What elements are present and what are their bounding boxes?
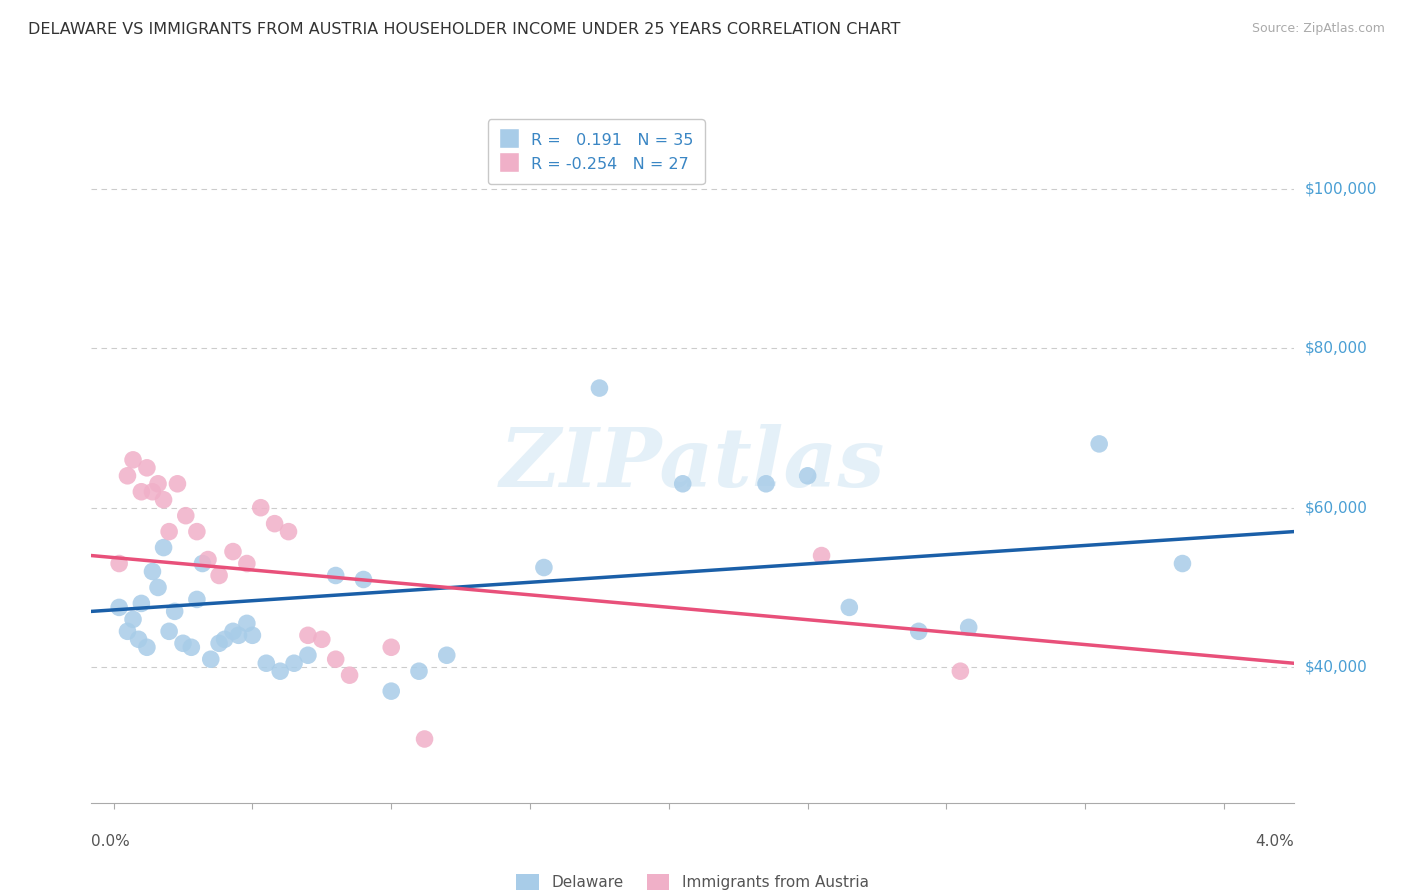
Point: [263, 516, 285, 531]
Point: [186, 524, 208, 539]
Point: [533, 560, 555, 574]
Point: [141, 484, 163, 499]
Point: [141, 565, 163, 579]
Point: [796, 468, 818, 483]
Point: [325, 652, 347, 666]
Point: [283, 657, 305, 671]
Point: [117, 468, 139, 483]
Point: [157, 624, 180, 639]
Point: [297, 648, 319, 663]
Point: [172, 636, 194, 650]
Text: DELAWARE VS IMMIGRANTS FROM AUSTRIA HOUSEHOLDER INCOME UNDER 25 YEARS CORRELATIO: DELAWARE VS IMMIGRANTS FROM AUSTRIA HOUS…: [28, 22, 900, 37]
Point: [117, 624, 139, 639]
Point: [353, 573, 375, 587]
Text: $100,000: $100,000: [1305, 181, 1376, 196]
Point: [186, 592, 208, 607]
Point: [236, 616, 259, 631]
Point: [325, 568, 347, 582]
Point: [228, 628, 250, 642]
Point: [135, 460, 157, 475]
Text: 0.0%: 0.0%: [91, 834, 131, 849]
Point: [208, 636, 231, 650]
Point: [588, 381, 610, 395]
Point: [131, 596, 153, 610]
Point: [152, 492, 174, 507]
Point: [755, 476, 778, 491]
Point: [380, 684, 402, 698]
Text: $80,000: $80,000: [1305, 341, 1368, 356]
Point: [122, 453, 145, 467]
Point: [214, 632, 236, 647]
Point: [838, 600, 860, 615]
Point: [277, 524, 299, 539]
Point: [339, 668, 361, 682]
Point: [128, 632, 150, 647]
Point: [1171, 557, 1194, 571]
Point: [269, 664, 291, 678]
Point: [408, 664, 430, 678]
Point: [413, 731, 436, 746]
Text: $60,000: $60,000: [1305, 500, 1368, 516]
Point: [436, 648, 458, 663]
Point: [108, 600, 131, 615]
Point: [311, 632, 333, 647]
Point: [146, 476, 169, 491]
Text: ZIPatlas: ZIPatlas: [499, 424, 886, 504]
Point: [174, 508, 197, 523]
Point: [249, 500, 271, 515]
Point: [197, 552, 219, 566]
Point: [122, 612, 145, 626]
Point: [191, 557, 214, 571]
Point: [146, 581, 169, 595]
Point: [166, 476, 188, 491]
Text: 4.0%: 4.0%: [1254, 834, 1294, 849]
Point: [242, 628, 264, 642]
Point: [810, 549, 832, 563]
Text: Source: ZipAtlas.com: Source: ZipAtlas.com: [1251, 22, 1385, 36]
Point: [957, 620, 980, 634]
Point: [200, 652, 222, 666]
Point: [152, 541, 174, 555]
Point: [180, 640, 202, 655]
Point: [163, 604, 186, 618]
Point: [236, 557, 259, 571]
Point: [208, 568, 231, 582]
Point: [108, 557, 131, 571]
Point: [254, 657, 277, 671]
Point: [949, 664, 972, 678]
Point: [907, 624, 929, 639]
Legend: Delaware, Immigrants from Austria: Delaware, Immigrants from Austria: [510, 868, 875, 892]
Point: [1088, 437, 1111, 451]
Point: [135, 640, 157, 655]
Point: [222, 624, 245, 639]
Point: [157, 524, 180, 539]
Point: [672, 476, 695, 491]
Text: $40,000: $40,000: [1305, 660, 1368, 674]
Point: [131, 484, 153, 499]
Point: [297, 628, 319, 642]
Point: [222, 544, 245, 558]
Point: [380, 640, 402, 655]
